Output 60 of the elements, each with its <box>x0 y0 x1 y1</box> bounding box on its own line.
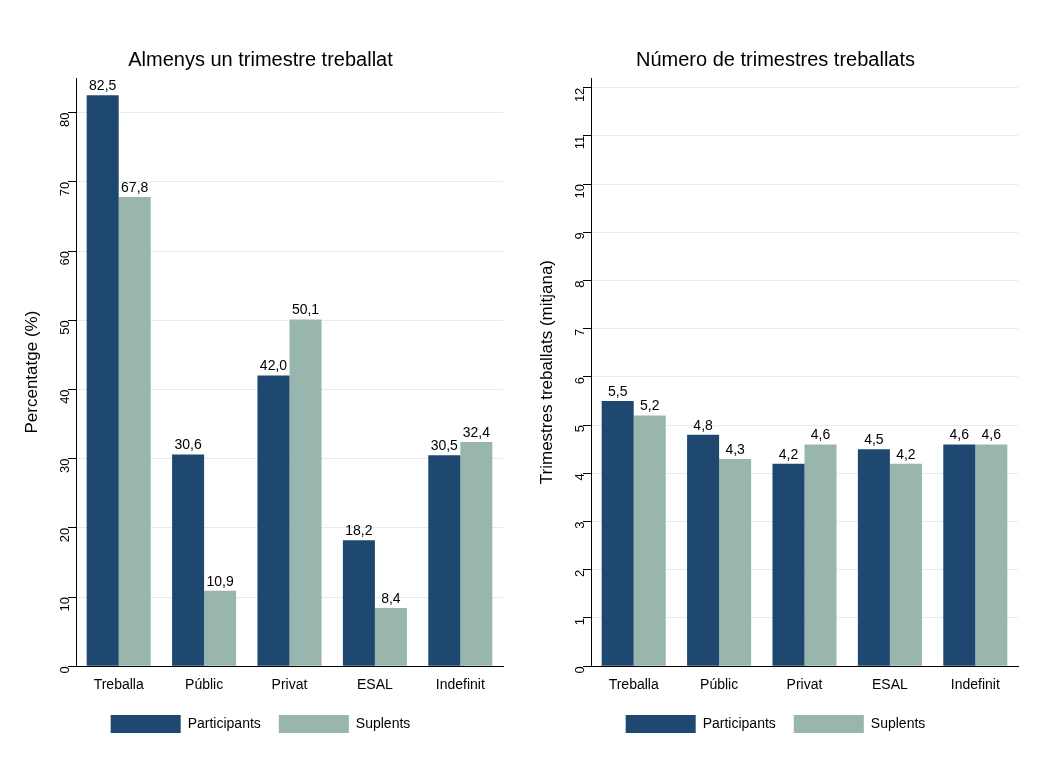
x-tick-label: Privat <box>271 676 308 693</box>
y-tick-label: 9 <box>571 232 587 240</box>
data-label: 5,2 <box>639 397 660 414</box>
data-label: 4,5 <box>864 431 884 448</box>
chart-title: Número de trimestres treballats <box>636 47 915 70</box>
data-label: 4,8 <box>693 416 714 433</box>
y-tick-label: 2 <box>571 569 587 578</box>
data-label: 67,8 <box>121 178 149 195</box>
x-tick-label: ESAL <box>871 676 909 693</box>
x-tick-label: Privat <box>786 676 823 693</box>
y-tick-label: 7 <box>571 328 587 336</box>
y-axis-title: Trimestres treballats (mitjana) <box>536 260 556 485</box>
legend-label: Participants <box>187 714 261 731</box>
data-label: 30,5 <box>430 437 459 453</box>
y-tick-label: 12 <box>571 87 587 103</box>
data-label: 4,2 <box>896 445 916 462</box>
chart-title: Almenys un trimestre treballat <box>128 47 394 70</box>
data-label: 10,9 <box>206 572 234 589</box>
x-tick-label: Treballa <box>608 676 659 693</box>
data-label: 4,3 <box>725 440 746 457</box>
x-tick-label: Públic <box>700 676 739 693</box>
y-tick-label: 11 <box>571 135 587 150</box>
x-tick-label: Indefinit <box>435 676 485 693</box>
data-label: 30,6 <box>174 436 202 453</box>
data-label: 18,2 <box>345 522 373 539</box>
y-tick-label: 80 <box>56 112 72 128</box>
data-label: 4,2 <box>778 445 799 462</box>
y-tick-label: 0 <box>571 666 587 674</box>
data-label: 42,0 <box>259 357 288 374</box>
x-tick-label: ESAL <box>356 676 394 693</box>
y-tick-label: 8 <box>571 280 587 288</box>
data-label: 4,6 <box>949 426 970 443</box>
legend-label: Suplents <box>355 714 411 731</box>
y-tick-label: 60 <box>56 251 72 266</box>
x-tick-label: Treballa <box>93 676 144 693</box>
y-tick-label: 1 <box>571 617 587 626</box>
y-tick-label: 0 <box>56 666 72 674</box>
data-label: 50,1 <box>291 301 320 318</box>
data-label: 4,6 <box>810 426 831 443</box>
data-label: 5,5 <box>607 382 628 399</box>
y-tick-label: 4 <box>571 473 587 481</box>
data-label: 32,4 <box>462 423 491 440</box>
y-tick-label: 40 <box>56 389 72 404</box>
y-tick-label: 10 <box>571 184 587 199</box>
y-tick-label: 10 <box>56 597 72 612</box>
legend-label: Participants <box>702 714 776 731</box>
data-label: 8,4 <box>381 589 401 606</box>
y-tick-label: 6 <box>571 376 587 385</box>
y-tick-label: 20 <box>56 527 72 543</box>
legend-label: Suplents <box>870 714 926 731</box>
y-tick-label: 3 <box>571 521 587 529</box>
y-axis-title: Percentatge (%) <box>21 310 41 434</box>
data-label: 82,5 <box>89 77 117 94</box>
y-tick-label: 70 <box>56 181 72 197</box>
x-tick-label: Indefinit <box>950 676 1000 693</box>
y-tick-label: 5 <box>571 425 587 433</box>
data-label: 4,6 <box>981 426 1002 443</box>
y-tick-label: 30 <box>56 458 72 474</box>
y-tick-label: 50 <box>56 320 72 335</box>
x-tick-label: Públic <box>185 676 224 693</box>
